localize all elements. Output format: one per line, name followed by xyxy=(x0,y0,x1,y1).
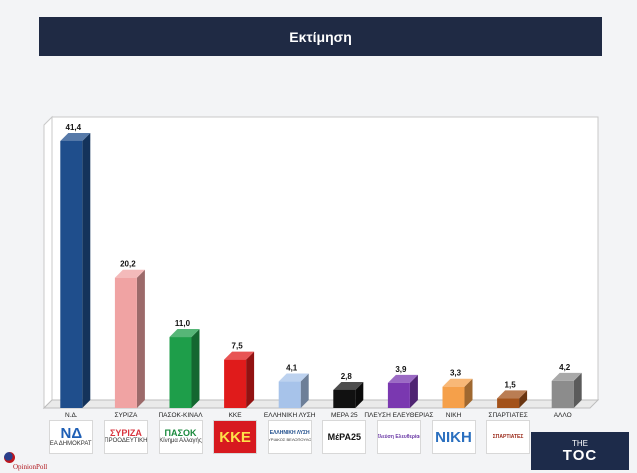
bar-2 xyxy=(169,329,200,408)
bar-side xyxy=(519,390,528,408)
category-label: Ν.Δ. xyxy=(65,412,78,419)
party-logo-name: ΜέΡΑ25 xyxy=(327,431,361,442)
party-logo-name: ΠΑΣΟΚ xyxy=(164,428,197,438)
bar-front xyxy=(442,386,465,408)
data-label: 1,5 xyxy=(505,380,517,389)
bar-side xyxy=(82,132,91,408)
party-logo-subtitle: ΚΥΡΙΑΚΟΣ ΒΕΛΟΠΟΥΛΟΣ xyxy=(267,437,312,442)
bar-top xyxy=(387,374,418,383)
category-label: ΕΛΛΗΝΙΚΗ ΛΥΣΗ xyxy=(264,412,316,419)
bar-side xyxy=(409,374,418,408)
data-label: 3,9 xyxy=(395,365,407,374)
bar-side xyxy=(191,329,200,408)
opinion-poll-icon xyxy=(4,452,15,463)
data-label: 41,4 xyxy=(66,123,82,132)
bar-front xyxy=(224,359,247,408)
bar-5 xyxy=(333,381,364,408)
category-label: ΣΠΑΡΤΙΑΤΕΣ xyxy=(488,412,527,419)
bar-front xyxy=(387,382,410,408)
data-label: 20,2 xyxy=(120,260,136,269)
chart-side-wall xyxy=(43,115,53,410)
party-logo: ΣΠΑΡΤΙΑΤΕΣ xyxy=(486,420,531,454)
bar-top xyxy=(224,351,255,360)
bar-front xyxy=(333,389,356,408)
bar-front xyxy=(278,381,301,408)
party-logo: ΣΥΡΙΖΑ ΠΡΟΟΔΕΥΤΙΚΗ xyxy=(103,420,148,454)
bar-front xyxy=(497,398,520,408)
party-logo-subtitle: ΠΡΟΟΔΕΥΤΙΚΗ xyxy=(104,438,148,444)
party-logo: ΠΑΣΟΚ Κίνημα Αλλαγής xyxy=(158,420,203,454)
bar-top xyxy=(60,132,91,141)
party-logo-name: ΣΥΡΙΖΑ xyxy=(109,428,142,438)
the-toc-logo: THE TOC xyxy=(531,432,629,470)
bar-top xyxy=(114,269,145,278)
chart-title: Εκτίμηση xyxy=(289,28,352,45)
party-logo-subtitle: ΝΕΑ ΔΗΜΟΚΡΑΤΙΑ xyxy=(49,441,92,447)
category-label: ΝΙΚΗ xyxy=(446,412,462,419)
bar-top xyxy=(497,390,528,399)
toc-name-text: TOC xyxy=(562,446,598,464)
party-logo-name: ΝΙΚΗ xyxy=(435,428,472,446)
bar-0 xyxy=(60,132,91,408)
bar-front xyxy=(60,140,83,408)
data-label: 4,2 xyxy=(559,363,571,372)
party-logo: ΕΛΛΗΝΙΚΗ ΛΥΣΗ ΚΥΡΙΑΚΟΣ ΒΕΛΟΠΟΥΛΟΣ xyxy=(267,420,312,454)
bar-7 xyxy=(442,378,473,408)
bar-4 xyxy=(278,373,309,408)
party-logo-name: ΕΛΛΗΝΙΚΗ ΛΥΣΗ xyxy=(269,430,310,436)
party-logo: ΚΚΕ xyxy=(213,420,258,454)
party-logo-name: ΣΠΑΡΤΙΑΤΕΣ xyxy=(492,433,524,440)
bar-8 xyxy=(497,390,528,408)
bar-side xyxy=(300,373,309,408)
party-logo-subtitle: Κίνημα Αλλαγής xyxy=(159,438,202,444)
data-label: 4,1 xyxy=(286,364,298,373)
party-logo-name: ΚΚΕ xyxy=(219,428,251,446)
category-label: ΣΥΡΙΖΑ xyxy=(114,412,137,419)
bar-1 xyxy=(114,269,145,408)
party-logo-name: ΝΔ xyxy=(60,425,83,442)
bar-front xyxy=(114,277,137,408)
category-label: ΠΑΣΟΚ-ΚΙΝΑΛ xyxy=(158,412,203,419)
bar-side xyxy=(246,351,255,408)
toc-the-text: THE xyxy=(572,438,588,448)
party-logo: ΝΔΝΕΑ ΔΗΜΟΚΡΑΤΙΑ xyxy=(49,420,94,454)
category-label: ΚΚΕ xyxy=(229,412,243,419)
bar-side xyxy=(355,381,364,408)
bar-top xyxy=(278,373,309,382)
bar-top xyxy=(169,329,200,338)
bar-top xyxy=(442,378,473,387)
party-logo: Πλεύση Ελευθερίας xyxy=(376,420,421,454)
bar-6 xyxy=(387,374,418,408)
party-logo: ΝΙΚΗ xyxy=(431,420,476,454)
bar-top xyxy=(333,381,364,390)
bar-side xyxy=(136,269,145,408)
category-label: ΜΕΡΑ 25 xyxy=(331,412,358,419)
bar-front xyxy=(551,380,574,408)
data-label: 7,5 xyxy=(232,342,244,351)
party-logo: ΜέΡΑ25 xyxy=(322,420,367,454)
bar-side xyxy=(464,378,473,408)
chart-title-bar: Εκτίμηση xyxy=(39,17,602,56)
opinion-poll-logo: OpinionPoll xyxy=(4,452,47,471)
bar-side xyxy=(573,372,582,408)
bar-top xyxy=(551,372,582,381)
category-label: ΑΛΛΟ xyxy=(554,412,572,419)
data-label: 2,8 xyxy=(341,372,353,381)
bar-9 xyxy=(551,372,582,408)
data-label: 3,3 xyxy=(450,369,462,378)
party-logo-name: Πλεύση Ελευθερίας xyxy=(376,433,421,440)
category-label: ΠΛΕΥΣΗ ΕΛΕΥΘΕΡΙΑΣ xyxy=(364,412,433,419)
bar-front xyxy=(169,337,192,408)
bar-3 xyxy=(224,351,255,408)
data-label: 11,0 xyxy=(175,319,191,328)
opinion-poll-label: OpinionPoll xyxy=(13,463,48,471)
